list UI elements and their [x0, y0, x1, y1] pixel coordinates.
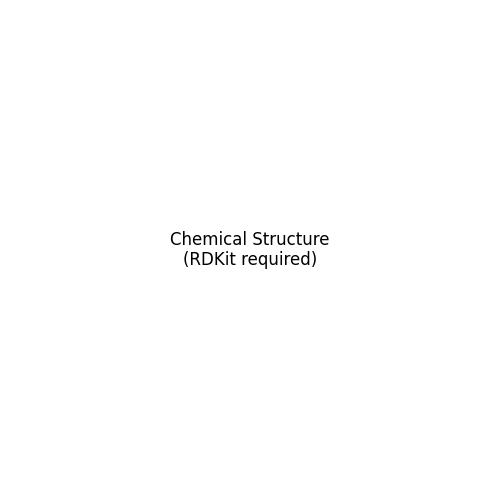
Text: Chemical Structure
(RDKit required): Chemical Structure (RDKit required): [170, 230, 330, 270]
